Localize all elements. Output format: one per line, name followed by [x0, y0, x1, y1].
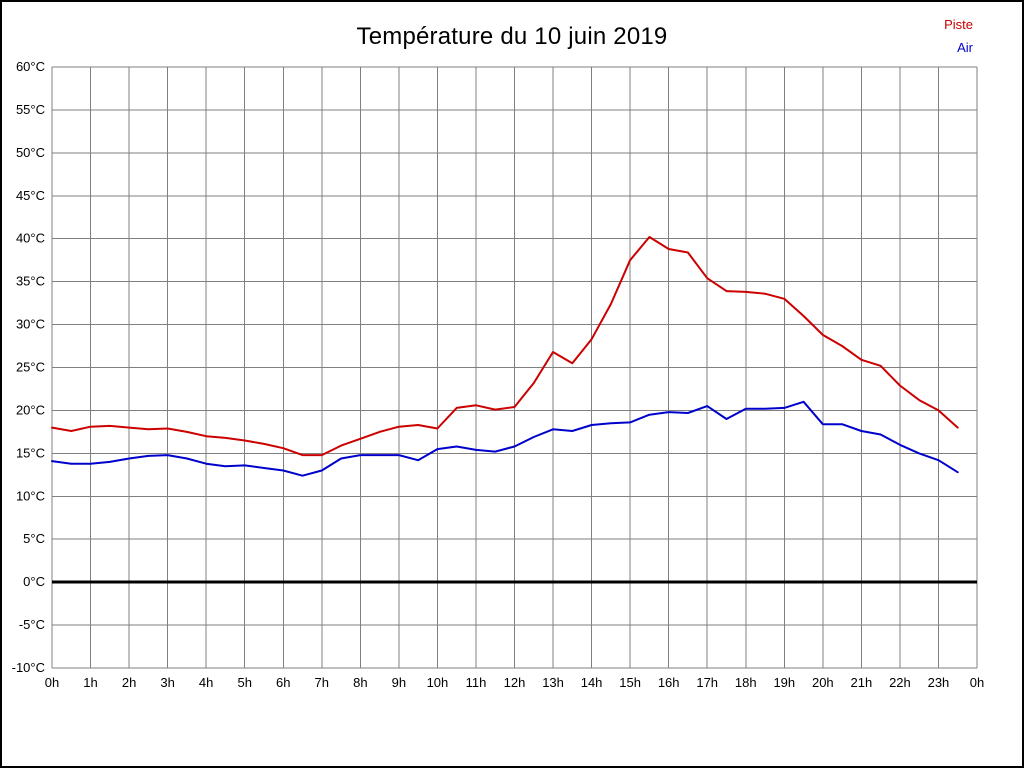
x-axis-tick-label: 0h	[45, 675, 59, 690]
x-axis-tick-label: 0h	[970, 675, 984, 690]
x-axis-tick-label: 14h	[581, 675, 603, 690]
x-axis-tick-label: 9h	[392, 675, 406, 690]
y-axis-tick-label: 20°C	[16, 402, 45, 417]
x-axis-tick-label: 19h	[773, 675, 795, 690]
x-axis-tick-label: 15h	[619, 675, 641, 690]
y-axis-tick-label: -5°C	[19, 617, 45, 632]
y-axis-tick-label: 50°C	[16, 145, 45, 160]
x-axis-tick-label: 11h	[466, 675, 487, 690]
x-axis-tick-label: 3h	[160, 675, 174, 690]
y-axis-tick-label: 15°C	[16, 445, 45, 460]
y-axis-tick-label: 45°C	[16, 188, 45, 203]
x-axis-tick-label: 22h	[889, 675, 911, 690]
y-axis-tick-label: -10°C	[12, 660, 45, 675]
x-axis-tick-label: 20h	[812, 675, 834, 690]
legend-item-air: Air	[957, 40, 973, 55]
y-axis-tick-label: 55°C	[16, 102, 45, 117]
y-axis-tick-label: 40°C	[16, 231, 45, 246]
series-line-piste	[51, 236, 959, 457]
x-axis-tick-label: 18h	[735, 675, 757, 690]
chart-title: Température du 10 juin 2019	[356, 23, 668, 50]
y-axis-tick-label: 25°C	[16, 360, 45, 375]
x-axis-tick-label: 1h	[83, 675, 97, 690]
y-axis-tick-label: 60°C	[16, 59, 45, 74]
y-axis-tick-label: 30°C	[16, 317, 45, 332]
y-axis-tick-label: 0°C	[23, 574, 45, 589]
x-axis-tick-label: 21h	[851, 675, 873, 690]
x-axis-tick-label: 5h	[237, 675, 251, 690]
legend-item-piste: Piste	[944, 17, 973, 32]
x-axis-tick-label: 8h	[353, 675, 367, 690]
y-axis-tick-label: 35°C	[16, 274, 45, 289]
x-axis-tick-label: 23h	[928, 675, 950, 690]
y-axis-tick-label: 10°C	[16, 488, 45, 503]
x-axis-tick-label: 4h	[199, 675, 213, 690]
x-axis-tick-label: 2h	[122, 675, 136, 690]
x-axis-tick-label: 12h	[504, 675, 526, 690]
y-axis-tick-label: 5°C	[23, 531, 45, 546]
series-line-air	[51, 400, 959, 477]
x-axis-tick-label: 13h	[542, 675, 564, 690]
x-axis-tick-label: 16h	[658, 675, 680, 690]
x-axis-tick-label: 6h	[276, 675, 290, 690]
x-axis-tick-label: 7h	[315, 675, 329, 690]
chart-legend: Piste Air	[944, 13, 973, 59]
x-axis-tick-label: 10h	[427, 675, 449, 690]
x-axis-tick-label: 17h	[696, 675, 718, 690]
